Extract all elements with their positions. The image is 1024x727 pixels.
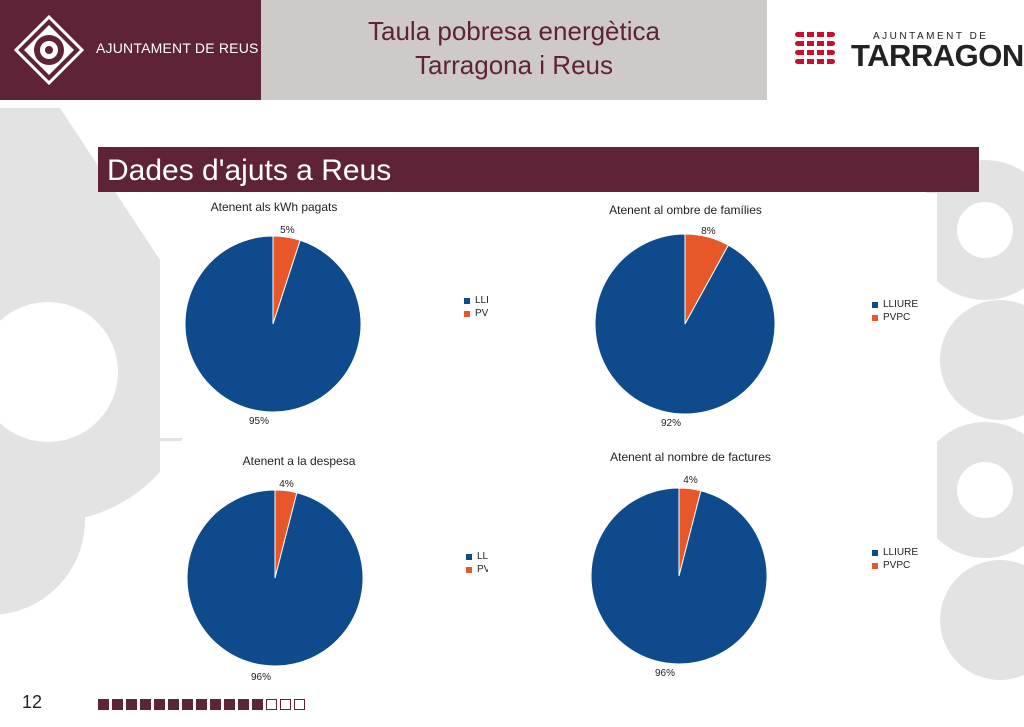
legend-label: PVPC: [883, 312, 911, 323]
chart-title: Atenent a la despesa: [242, 454, 356, 468]
legend-swatch-lliure: [466, 553, 472, 560]
progress-square-filled: [224, 699, 235, 710]
progress-square-filled: [196, 699, 207, 710]
reus-emblem-icon: [14, 15, 84, 85]
pie-svg: 8% 92%: [594, 226, 776, 429]
progress-square-filled: [238, 699, 249, 710]
chart-legend: LLIURE PVPC: [872, 546, 918, 572]
legend-swatch-pvpc: [872, 562, 878, 569]
data-label-pvpc: 4%: [683, 475, 698, 486]
pie-chart-despesa: Atenent a la despesa 4%96% LLIURE PVPC: [160, 441, 512, 683]
reus-name: AJUNTAMENT DE REUS: [96, 40, 259, 56]
chart-title: Atenent als kWh pagats: [210, 200, 338, 214]
legend-label: LLIURE: [883, 299, 919, 310]
pie-slice-lliure: [594, 233, 776, 415]
pie-chart-kwh: Atenent als kWh pagats 5%95% LLIURE PVPC: [160, 193, 510, 438]
data-label-pvpc: 8%: [701, 226, 716, 237]
section-bar: Dades d'ajuts a Reus: [98, 147, 979, 192]
chart-title: Atenent al ombre de famílies: [609, 203, 762, 217]
legend-swatch-pvpc: [464, 310, 470, 317]
legend-item-pvpc: PVPC: [872, 311, 918, 324]
progress-square-filled: [112, 699, 123, 710]
pie-slice-lliure: [184, 235, 362, 413]
progress-square-filled: [182, 699, 193, 710]
legend-swatch-pvpc: [872, 314, 878, 321]
data-label-lliure: 96%: [251, 672, 271, 683]
legend-swatch-pvpc: [466, 566, 472, 573]
legend-label: PVPC: [883, 560, 911, 571]
data-label-lliure: 92%: [661, 418, 681, 429]
progress-square-empty: [280, 699, 291, 710]
slide-progress-indicator: [98, 699, 308, 710]
data-label-lliure: 96%: [655, 668, 675, 679]
progress-square-filled: [154, 699, 165, 710]
progress-square-filled: [140, 699, 151, 710]
pie-chart-families: Atenent al ombre de famílies 8% 92% LLIUR…: [488, 193, 937, 433]
legend-swatch-lliure: [464, 297, 470, 304]
progress-square-filled: [210, 699, 221, 710]
progress-square-filled: [126, 699, 137, 710]
section-title: Dades d'ajuts a Reus: [107, 154, 392, 187]
pie-chart-factures: Atenent al nombre de factures 4% 96% LLIU…: [488, 437, 937, 683]
pie-svg: 4% 96%: [590, 475, 768, 679]
pie-slice-lliure: [186, 489, 364, 667]
page-number: 12: [22, 692, 43, 712]
reus-header-brand: AJUNTAMENT DE REUS: [0, 0, 261, 100]
tarragona-emblem-icon: [795, 30, 835, 66]
data-label-pvpc: 5%: [280, 225, 295, 236]
data-label-pvpc: 4%: [279, 479, 294, 490]
chart-legend: LLIURE PVPC: [872, 298, 918, 324]
legend-item-lliure: LLIURE: [872, 546, 918, 559]
legend-swatch-lliure: [872, 549, 878, 556]
progress-square-empty: [294, 699, 305, 710]
legend-swatch-lliure: [872, 301, 878, 308]
data-label-lliure: 95%: [249, 416, 269, 427]
tarragona-header-brand: AJUNTAMENT DE TARRAGONA: [767, 0, 1024, 100]
chart-title: Atenent al nombre de factures: [610, 450, 771, 464]
progress-square-filled: [252, 699, 263, 710]
header-title-line2: Tarragona i Reus: [415, 50, 613, 80]
pie-svg: 4% 96%: [186, 479, 364, 683]
pie-slice-lliure: [590, 487, 768, 665]
header-title-line1: Taula pobresa energètica: [368, 16, 660, 46]
tarragona-small-label: AJUNTAMENT DE: [873, 31, 989, 42]
progress-square-filled: [98, 699, 109, 710]
progress-square-filled: [168, 699, 179, 710]
legend-item-pvpc: PVPC: [872, 559, 918, 572]
progress-square-empty: [266, 699, 277, 710]
tarragona-name: TARRAGONA: [851, 38, 1024, 73]
legend-item-lliure: LLIURE: [872, 298, 918, 311]
pie-svg: 5% 95%: [184, 225, 362, 427]
header-title-block: Taula pobresa energètica Tarragona i Reu…: [261, 0, 767, 100]
legend-label: LLIURE: [883, 547, 919, 558]
